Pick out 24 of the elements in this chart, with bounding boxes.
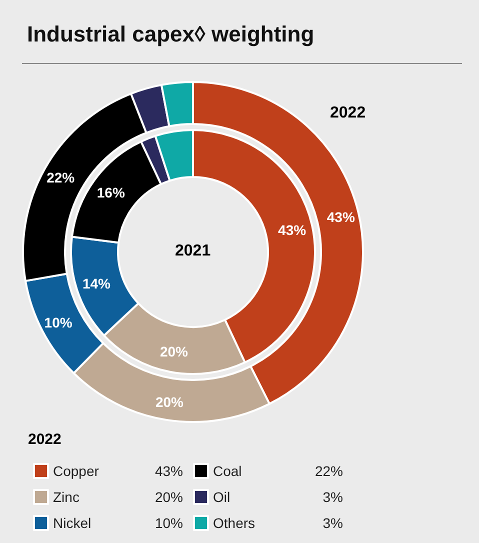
data-label: 20% (155, 394, 184, 410)
text: 22% (314, 463, 343, 479)
legend-label: Copper (53, 463, 100, 479)
data-label: 3% (322, 515, 343, 531)
text: 20% (154, 489, 183, 505)
legend-label: Zinc (53, 489, 80, 505)
text: 43% (154, 463, 183, 479)
data-label: 20% (160, 344, 189, 360)
chart-title: Industrial capex◊ weighting (27, 22, 314, 46)
legend-label: Others (213, 515, 256, 531)
slice-label: 2021 (175, 242, 211, 260)
slice-label: 2022 (330, 104, 366, 122)
data-label: 16% (96, 184, 126, 200)
legend-title: 2022 (28, 431, 62, 448)
legend-label: Coal (213, 463, 242, 479)
data-label: 10% (44, 314, 73, 330)
legend-label: Nickel (53, 515, 92, 531)
text: 10% (154, 515, 183, 531)
data-label: 14% (82, 275, 112, 292)
legend-label: Oil (213, 489, 230, 505)
data-label: 43% (326, 208, 356, 225)
data-label: 43% (278, 222, 307, 238)
data-label: 22% (46, 169, 76, 186)
data-label: 3% (322, 489, 343, 505)
